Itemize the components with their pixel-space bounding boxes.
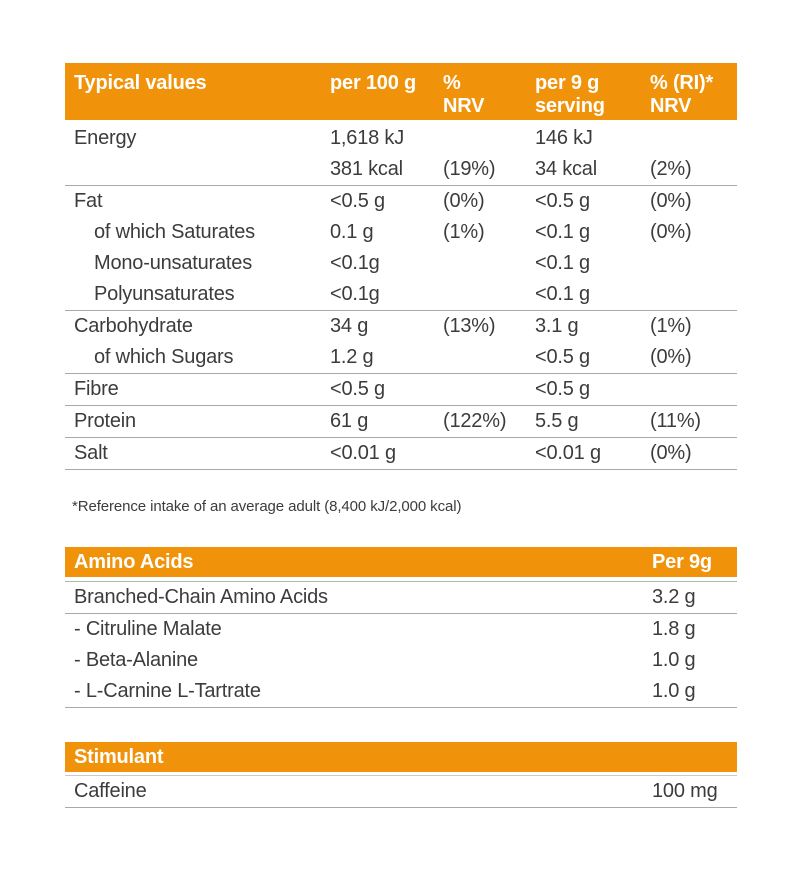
row-label: of which Sugars — [94, 346, 234, 368]
row-value: 1.0 g — [652, 680, 696, 702]
column-header-per-9g: per 9 g serving — [535, 72, 650, 120]
value-nrv-percent: (1%) — [443, 221, 485, 243]
row-label: of which Saturates — [94, 221, 255, 243]
nutrition-label-page: Typical values per 100 g % NRV per 9 g s… — [65, 63, 737, 808]
row-label: Protein — [74, 410, 136, 432]
table-row-carbohydrate: Carbohydrate 34 g (13%) 3.1 g (1%) — [65, 311, 737, 342]
row-label: Carbohydrate — [74, 315, 193, 337]
nutrition-table: Typical values per 100 g % NRV per 9 g s… — [65, 63, 737, 470]
row-label: Energy — [74, 127, 137, 149]
amino-acids-header: Amino Acids Per 9g — [65, 547, 737, 577]
row-value: 1.0 g — [652, 649, 696, 671]
table-row-caffeine: Caffeine 100 mg — [65, 776, 737, 808]
row-label: Caffeine — [74, 780, 147, 802]
table-row-polyunsaturates: Polyunsaturates <0.1g <0.1 g — [65, 279, 737, 311]
table-row-mono-unsaturates: Mono-unsaturates <0.1g <0.1 g — [65, 248, 737, 279]
value-per-9g: <0.1 g — [535, 283, 590, 305]
amino-acids-body: Branched-Chain Amino Acids 3.2 g - Citru… — [65, 581, 737, 708]
value-per-100g: <0.1g — [330, 252, 380, 274]
row-label: Polyunsaturates — [94, 283, 235, 305]
table-row-citruline-malate: - Citruline Malate 1.8 g — [65, 614, 737, 645]
row-label: - L-Carnine L-Tartrate — [74, 680, 261, 702]
value-per-100g: 0.1 g — [330, 221, 374, 243]
row-label: - Beta-Alanine — [74, 649, 198, 671]
table-row-fibre: Fibre <0.5 g <0.5 g — [65, 374, 737, 406]
row-label: Salt — [74, 442, 108, 464]
value-ri-percent: (0%) — [650, 190, 692, 212]
value-ri-percent: (0%) — [650, 221, 692, 243]
value-per-100g: <0.5 g — [330, 378, 385, 400]
value-per-100g: 61 g — [330, 410, 369, 432]
value-per-9g: <0.5 g — [535, 378, 590, 400]
value-per-100g: 1,618 kJ — [330, 127, 405, 149]
column-header-per-100g: per 100 g — [330, 72, 443, 120]
empty-header-cell — [652, 742, 737, 772]
nutrition-table-header: Typical values per 100 g % NRV per 9 g s… — [65, 63, 737, 120]
column-header-line: NRV — [650, 95, 692, 117]
table-row-bcaa: Branched-Chain Amino Acids 3.2 g — [65, 582, 737, 614]
value-nrv-percent: (122%) — [443, 410, 507, 432]
row-label: Branched-Chain Amino Acids — [74, 586, 328, 608]
value-per-9g: 34 kcal — [535, 158, 597, 180]
nutrition-table-body: Energy 1,618 kJ 146 kJ 381 kcal (19%) 34… — [65, 120, 737, 470]
value-per-9g: 3.1 g — [535, 315, 579, 337]
stimulant-header: Stimulant — [65, 742, 737, 772]
value-per-100g: <0.5 g — [330, 190, 385, 212]
reference-intake-footnote: *Reference intake of an average adult (8… — [72, 498, 462, 515]
row-label: Fat — [74, 190, 103, 212]
row-label: Fibre — [74, 378, 119, 400]
table-row-salt: Salt <0.01 g <0.01 g (0%) — [65, 438, 737, 470]
column-header-per-9g: Per 9g — [652, 551, 712, 573]
row-label: - Citruline Malate — [74, 618, 222, 640]
value-ri-percent: (1%) — [650, 315, 692, 337]
column-header-line: serving — [535, 95, 605, 117]
column-header-line: per 9 g — [535, 72, 600, 94]
table-row-fat: Fat <0.5 g (0%) <0.5 g (0%) — [65, 186, 737, 217]
table-title: Typical values — [74, 72, 207, 94]
row-value: 1.8 g — [652, 618, 696, 640]
column-header-line: % — [443, 72, 461, 94]
table-row-beta-alanine: - Beta-Alanine 1.0 g — [65, 645, 737, 676]
row-label: Mono-unsaturates — [94, 252, 253, 274]
row-value: 100 mg — [652, 780, 718, 802]
value-nrv-percent: (13%) — [443, 315, 496, 337]
table-row-sugars: of which Sugars 1.2 g <0.5 g (0%) — [65, 342, 737, 374]
value-per-9g: 146 kJ — [535, 127, 593, 149]
column-header-ri-nrv: % (RI)* NRV — [650, 72, 737, 120]
table-row-energy-kj: Energy 1,618 kJ 146 kJ — [65, 123, 737, 154]
value-per-9g: <0.1 g — [535, 252, 590, 274]
value-ri-percent: (0%) — [650, 346, 692, 368]
stimulant-table: Stimulant Caffeine 100 mg — [65, 742, 737, 808]
value-per-9g: 5.5 g — [535, 410, 579, 432]
value-per-100g: 1.2 g — [330, 346, 374, 368]
value-ri-percent: (0%) — [650, 442, 692, 464]
section-title: Stimulant — [74, 746, 164, 768]
value-per-9g: <0.5 g — [535, 190, 590, 212]
value-per-100g: 34 g — [330, 315, 369, 337]
amino-acids-table: Amino Acids Per 9g Branched-Chain Amino … — [65, 547, 737, 708]
value-per-9g: <0.01 g — [535, 442, 601, 464]
table-row-protein: Protein 61 g (122%) 5.5 g (11%) — [65, 406, 737, 438]
value-nrv-percent: (0%) — [443, 190, 485, 212]
section-title: Amino Acids — [74, 551, 194, 573]
value-per-100g: 381 kcal — [330, 158, 403, 180]
value-per-9g: <0.5 g — [535, 346, 590, 368]
stimulant-body: Caffeine 100 mg — [65, 775, 737, 808]
value-ri-percent: (2%) — [650, 158, 692, 180]
column-header-line: NRV — [443, 95, 485, 117]
value-per-100g: <0.01 g — [330, 442, 396, 464]
table-row-saturates: of which Saturates 0.1 g (1%) <0.1 g (0%… — [65, 217, 737, 248]
column-header-nrv: % NRV — [443, 72, 535, 120]
value-nrv-percent: (19%) — [443, 158, 496, 180]
value-per-100g: <0.1g — [330, 283, 380, 305]
value-per-9g: <0.1 g — [535, 221, 590, 243]
table-row-energy-kcal: 381 kcal (19%) 34 kcal (2%) — [65, 154, 737, 186]
row-value: 3.2 g — [652, 586, 696, 608]
table-row-l-carnine-l-tartrate: - L-Carnine L-Tartrate 1.0 g — [65, 676, 737, 708]
column-header-line: % (RI)* — [650, 72, 714, 94]
value-ri-percent: (11%) — [650, 410, 701, 432]
column-header-line: per 100 g — [330, 72, 417, 94]
